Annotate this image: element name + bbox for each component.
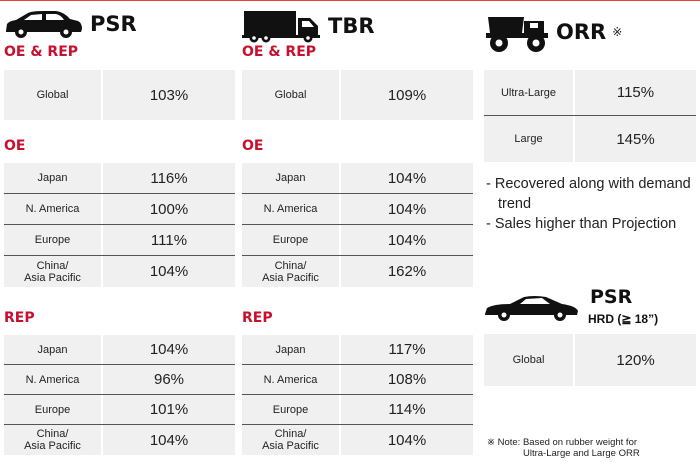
psr-hrd-table: Global 120% (484, 334, 696, 386)
tbr-rep-table: Japan 117% N. America 108% Europe 114% C… (242, 335, 473, 455)
tbr-header: TBR (242, 8, 375, 44)
table-row: Japan 104% (242, 163, 473, 194)
row-value: 108% (341, 365, 473, 394)
table-row: N. America 96% (4, 365, 235, 395)
row-value: 104% (103, 335, 235, 364)
table-row: Large 145% (484, 116, 696, 162)
row-label: N. America (242, 194, 339, 224)
row-value: 109% (341, 70, 473, 120)
row-value: 114% (341, 395, 473, 424)
table-row: Japan 117% (242, 335, 473, 365)
table-row: Europe 104% (242, 225, 473, 256)
row-label: China/ Asia Pacific (4, 256, 101, 287)
table-row: China/ Asia Pacific 104% (242, 425, 473, 455)
row-label: Europe (4, 395, 101, 424)
row-label: Japan (4, 163, 101, 193)
psr-header: PSR (4, 6, 137, 42)
orr-header: ORR ※ (484, 14, 623, 52)
row-label: Japan (242, 335, 339, 364)
table-row: Ultra-Large 115% (484, 70, 696, 116)
row-value: 100% (103, 194, 235, 224)
psr-title: PSR (90, 12, 137, 36)
list-item: - Recovered along with demand trend (486, 176, 691, 212)
psr-oe-rep-table: Global 103% (4, 70, 235, 120)
row-value: 117% (341, 335, 473, 364)
psr-oe-table: Japan 116% N. America 100% Europe 111% C… (4, 163, 235, 287)
row-label: Global (484, 334, 573, 386)
row-value: 104% (103, 425, 235, 455)
table-row: Europe 111% (4, 225, 235, 256)
row-label: China/ Asia Pacific (242, 256, 339, 287)
row-label: N. America (4, 194, 101, 224)
row-value: 111% (103, 225, 235, 255)
tbr-title: TBR (328, 14, 375, 38)
table-row: N. America 108% (242, 365, 473, 395)
row-value: 104% (103, 256, 235, 287)
table-row: Europe 101% (4, 395, 235, 425)
table-row: Europe 114% (242, 395, 473, 425)
top-rule (0, 0, 700, 1)
psr-hrd-subtitle: HRD (≧ 18”) (588, 312, 659, 326)
table-row: Japan 104% (4, 335, 235, 365)
row-value: 104% (341, 425, 473, 455)
psr-hrd-title: PSR (590, 286, 633, 308)
row-label: China/ Asia Pacific (4, 425, 101, 455)
table-row: China/ Asia Pacific 104% (4, 425, 235, 455)
list-item: - Sales higher than Projection (486, 216, 677, 232)
dump-truck-icon (486, 17, 548, 52)
orr-table: Ultra-Large 115% Large 145% (484, 70, 696, 162)
orr-title: ORR (556, 20, 607, 44)
table-row: Global 103% (4, 70, 235, 120)
row-label: N. America (242, 365, 339, 394)
car-icon (6, 11, 82, 38)
row-value: 115% (575, 70, 696, 115)
row-value: 101% (103, 395, 235, 424)
orr-note-mark: ※ (612, 25, 623, 39)
psr-hrd-header: PSR HRD (≧ 18”) (484, 286, 696, 328)
tbr-oe-rep-heading: OE & REP (242, 44, 317, 60)
row-label: China/ Asia Pacific (242, 425, 339, 455)
truck-icon (242, 11, 320, 43)
orr-bullets: - Recovered along with demand trend - Sa… (486, 174, 698, 234)
table-row: China/ Asia Pacific 104% (4, 256, 235, 287)
footnote-line-1: ※ Note: Based on rubber weight for (487, 437, 638, 448)
row-label: Japan (4, 335, 101, 364)
row-label: Large (484, 116, 573, 162)
row-value: 120% (575, 334, 696, 386)
tbr-oe-table: Japan 104% N. America 104% Europe 104% C… (242, 163, 473, 287)
tbr-rep-heading: REP (242, 310, 273, 326)
row-value: 104% (341, 163, 473, 193)
row-label: Europe (4, 225, 101, 255)
row-label: N. America (4, 365, 101, 394)
table-row: Global 109% (242, 70, 473, 120)
row-label: Japan (242, 163, 339, 193)
table-row: N. America 100% (4, 194, 235, 225)
row-label: Ultra-Large (484, 70, 573, 115)
psr-oe-heading: OE (4, 138, 26, 154)
tbr-oe-heading: OE (242, 138, 264, 154)
tbr-oe-rep-table: Global 109% (242, 70, 473, 120)
row-value: 104% (341, 225, 473, 255)
row-label: Europe (242, 395, 339, 424)
row-label: Europe (242, 225, 339, 255)
row-value: 96% (103, 365, 235, 394)
table-row: China/ Asia Pacific 162% (242, 256, 473, 287)
row-value: 162% (341, 256, 473, 287)
row-value: 103% (103, 70, 235, 120)
footnote: ※ Note: Based on rubber weight for Ultra… (487, 437, 699, 459)
row-value: 116% (103, 163, 235, 193)
table-row: Global 120% (484, 334, 696, 386)
psr-rep-table: Japan 104% N. America 96% Europe 101% Ch… (4, 335, 235, 455)
row-label: Global (242, 70, 339, 120)
table-row: Japan 116% (4, 163, 235, 194)
footnote-line-2: Ultra-Large and Large ORR (523, 448, 640, 459)
table-row: N. America 104% (242, 194, 473, 225)
psr-rep-heading: REP (4, 310, 35, 326)
row-value: 104% (341, 194, 473, 224)
psr-oe-rep-heading: OE & REP (4, 44, 79, 60)
row-value: 145% (575, 116, 696, 162)
sports-car-icon (485, 296, 578, 321)
row-label: Global (4, 70, 101, 120)
